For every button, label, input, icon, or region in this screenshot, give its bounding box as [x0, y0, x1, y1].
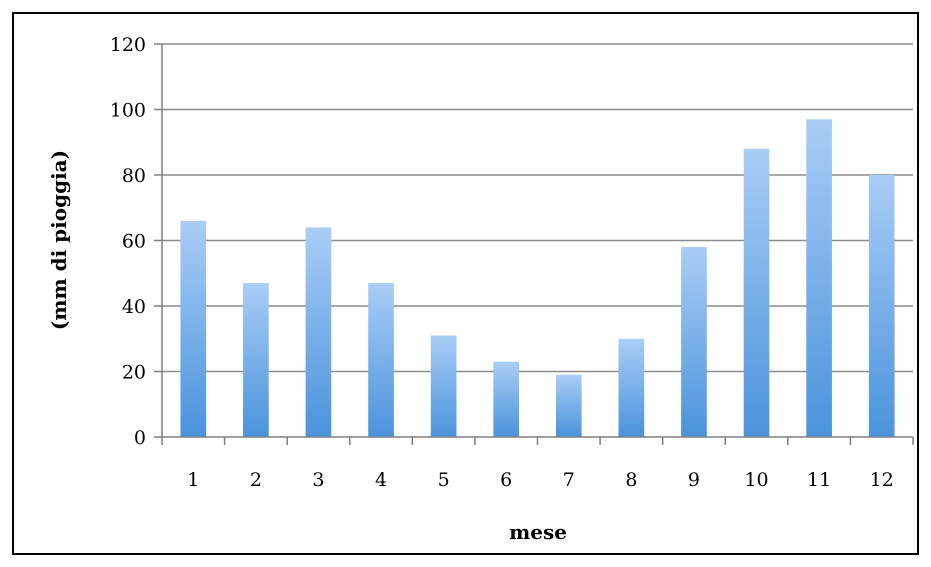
grid-lines — [162, 43, 913, 373]
x-tick-label: 8 — [625, 469, 637, 491]
x-tick-label: 11 — [807, 469, 831, 491]
bar-6 — [493, 361, 520, 437]
bar-7 — [555, 374, 582, 437]
x-tick-label: 2 — [250, 469, 262, 491]
axes — [154, 43, 914, 445]
x-tick-label: 6 — [500, 469, 512, 491]
x-tick-label: 12 — [870, 469, 894, 491]
x-tick-label: 4 — [375, 469, 387, 491]
y-axis-title: (mm di pioggia) — [47, 150, 71, 330]
bar-2 — [243, 283, 269, 437]
y-tick-label: 80 — [122, 165, 146, 187]
bar-1 — [180, 220, 207, 437]
y-tick-label: 60 — [122, 231, 146, 253]
bars — [180, 119, 895, 438]
y-tick-label: 40 — [122, 296, 146, 318]
x-tick-label: 5 — [438, 469, 450, 491]
x-tick-label: 1 — [187, 469, 199, 491]
bar-5 — [430, 335, 457, 437]
y-tick-label: 120 — [110, 34, 146, 56]
x-tick-label: 7 — [563, 469, 575, 491]
bar-8 — [618, 338, 645, 437]
bar-10 — [743, 148, 770, 438]
x-tick-label: 9 — [688, 469, 700, 491]
x-axis-title: mese — [509, 520, 567, 544]
x-tick-label: 10 — [744, 469, 768, 491]
bar-3 — [305, 227, 332, 437]
y-tick-label: 100 — [110, 100, 146, 122]
x-tick-label: 3 — [312, 469, 324, 491]
bar-4 — [368, 283, 394, 437]
y-tick-label: 0 — [134, 427, 146, 449]
bar-12 — [868, 175, 895, 437]
y-tick-label: 20 — [122, 362, 146, 384]
bar-9 — [681, 247, 707, 437]
x-tick-labels: 1 2 3 4 5 6 7 8 9 10 11 12 — [187, 469, 894, 491]
y-tick-labels: 0 20 40 60 80 100 120 — [110, 34, 146, 449]
bar-11 — [806, 119, 832, 437]
